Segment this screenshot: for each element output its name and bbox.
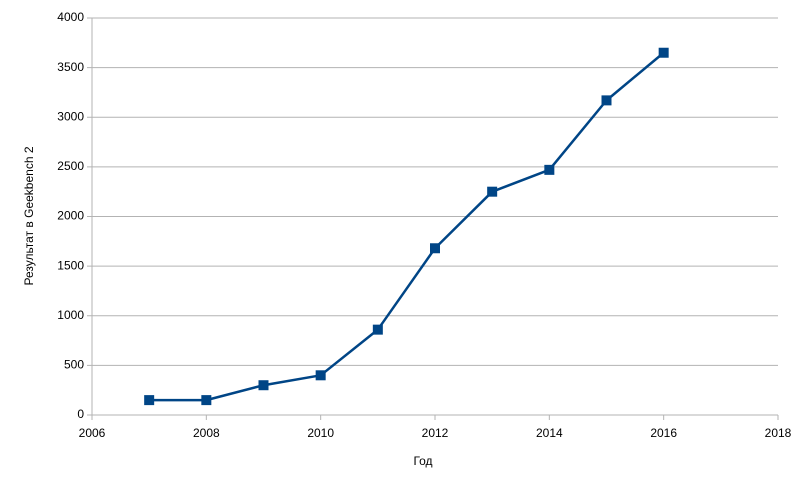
x-tick-label: 2012 [422,426,449,440]
y-tick-label: 500 [64,358,84,372]
x-tick-label: 2018 [765,426,792,440]
marker [201,395,212,406]
y-tick-label: 3500 [57,60,84,74]
marker [372,324,383,335]
x-tick-label: 2016 [650,426,677,440]
marker [658,47,669,58]
y-tick-label: 3000 [57,109,84,123]
marker [544,164,555,175]
y-tick-label: 2000 [57,209,84,223]
x-tick-label: 2010 [307,426,334,440]
y-tick-label: 2500 [57,159,84,173]
marker [315,370,326,381]
x-axis-label: Год [413,454,432,468]
y-axis-label: Результат в Geekbench 2 [22,146,36,285]
marker [601,95,612,106]
y-tick-label: 4000 [57,10,84,24]
marker [430,243,440,254]
x-tick-label: 2008 [193,426,220,440]
marker [487,186,498,197]
marker [258,380,269,391]
marker [144,395,155,406]
y-tick-label: 0 [77,407,84,421]
y-tick-label: 1500 [57,258,84,272]
x-tick-label: 2014 [536,426,563,440]
x-tick-label: 2006 [79,426,106,440]
y-tick-label: 1000 [57,308,84,322]
line [149,51,665,402]
